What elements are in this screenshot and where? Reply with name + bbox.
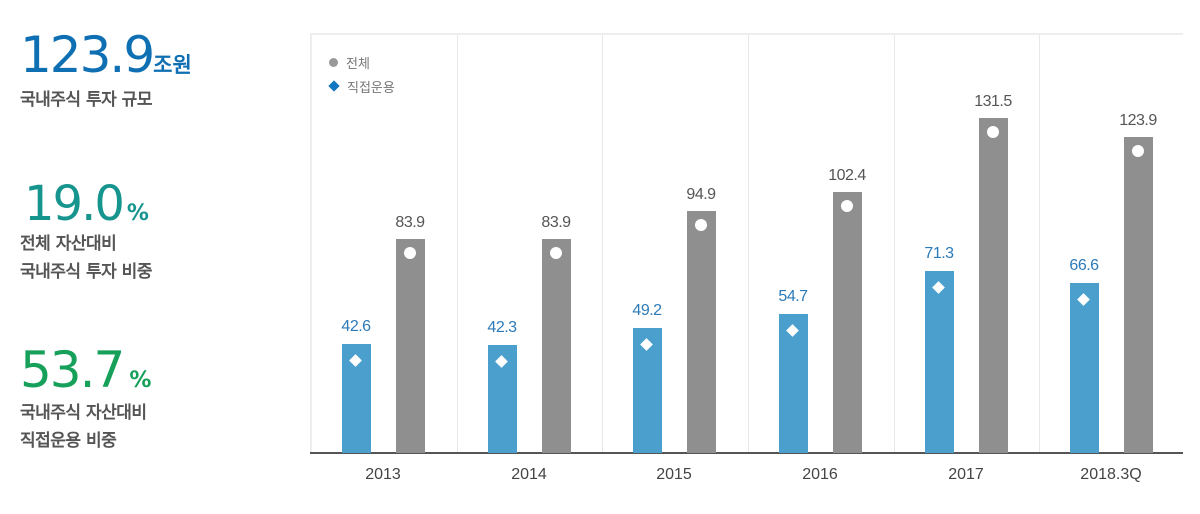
value-label-total: 123.9 — [1119, 112, 1157, 129]
x-axis-tick-label: 2013 — [365, 466, 401, 483]
x-axis-tick-label: 2017 — [948, 466, 984, 483]
legend-item-total: 전체 — [328, 50, 395, 74]
value-label-total: 83.9 — [395, 214, 425, 231]
chart-column-divider — [895, 35, 1040, 453]
kpi-desc-line: 전체 자산대비 — [20, 234, 117, 254]
kpi-desc-line: 국내주식 자산대비 — [20, 403, 147, 423]
bar-total-2015 — [687, 211, 716, 453]
kpi-desc-line: 국내주식 투자 비중 — [20, 262, 152, 282]
kpi-number: 53.7 — [20, 341, 125, 399]
bar-chart-frame — [310, 33, 1183, 453]
value-label-direct: 66.6 — [1069, 257, 1099, 274]
value-label-total: 131.5 — [974, 93, 1012, 110]
value-label-direct: 49.2 — [632, 302, 662, 319]
kpi-description: 국내주식 자산대비 직접운용 비중 — [20, 399, 151, 455]
kpi-number: 19.0 — [24, 176, 125, 232]
bar-direct-2013 — [342, 344, 371, 453]
diamond-marker-icon — [495, 355, 508, 368]
circle-marker-icon — [841, 200, 853, 212]
diamond-marker-icon — [349, 354, 362, 367]
bar-direct-2018.3Q — [1070, 283, 1099, 453]
bar-direct-2014 — [488, 345, 517, 453]
circle-marker-icon — [550, 247, 562, 259]
kpi-desc-line: 직접운용 비중 — [20, 431, 117, 451]
kpi-description: 국내주식 투자 규모 — [20, 86, 192, 114]
kpi-value: 123.9조원 — [20, 30, 192, 80]
legend-item-direct: 직접운용 — [328, 74, 395, 98]
value-label-direct: 71.3 — [924, 245, 954, 262]
kpi-total-investment: 123.9조원 국내주식 투자 규모 — [20, 30, 192, 114]
chart-column-divider — [603, 35, 749, 453]
diamond-marker-icon — [786, 324, 799, 337]
chart-legend: 전체 직접운용 — [328, 50, 395, 98]
bar-total-2016 — [833, 192, 862, 453]
circle-marker-icon — [404, 247, 416, 259]
value-label-direct: 42.6 — [341, 318, 371, 335]
kpi-desc-line: 국내주식 투자 규모 — [20, 90, 152, 110]
chart-column-divider — [458, 35, 603, 453]
x-axis-tick-label: 2014 — [511, 466, 547, 483]
kpi-unit: % — [126, 201, 149, 226]
value-label-total: 94.9 — [686, 186, 716, 203]
bar-direct-2016 — [779, 314, 808, 453]
circle-marker-icon — [695, 219, 707, 231]
kpi-unit: % — [129, 368, 152, 393]
kpi-description: 전체 자산대비 국내주식 투자 비중 — [20, 230, 152, 286]
legend-label: 전체 — [346, 56, 370, 72]
value-label-total: 102.4 — [828, 167, 866, 184]
kpi-domestic-equity-ratio: 19.0% 전체 자산대비 국내주식 투자 비중 — [20, 180, 152, 286]
kpi-direct-management-ratio: 53.7% 국내주식 자산대비 직접운용 비중 — [20, 345, 151, 455]
chart-column-divider — [312, 35, 458, 453]
bar-direct-2017 — [925, 271, 954, 453]
x-axis-tick-label: 2018.3Q — [1080, 466, 1142, 483]
kpi-number: 123.9 — [20, 26, 155, 84]
diamond-marker-icon — [1077, 293, 1090, 306]
diamond-marker-icon — [932, 281, 945, 294]
diamond-marker-icon — [328, 80, 340, 92]
value-label-total: 83.9 — [541, 214, 571, 231]
x-axis-tick-label: 2016 — [802, 466, 838, 483]
kpi-unit: 조원 — [153, 53, 192, 77]
bar-direct-2015 — [633, 328, 662, 453]
chart-column-divider — [749, 35, 895, 453]
value-label-direct: 54.7 — [778, 288, 808, 305]
x-axis-line — [310, 452, 1183, 454]
bar-total-2013 — [396, 239, 425, 453]
diamond-marker-icon — [640, 338, 653, 351]
legend-label: 직접운용 — [347, 80, 395, 96]
value-label-direct: 42.3 — [487, 319, 517, 336]
bar-total-2014 — [542, 239, 571, 453]
x-axis-tick-label: 2015 — [656, 466, 692, 483]
bar-total-2018.3Q — [1124, 137, 1153, 453]
circle-marker-icon — [987, 126, 999, 138]
kpi-value: 19.0% — [24, 180, 152, 228]
kpi-value: 53.7% — [20, 345, 151, 395]
circle-marker-icon — [329, 57, 338, 67]
bar-total-2017 — [979, 118, 1008, 453]
circle-marker-icon — [1132, 145, 1144, 157]
